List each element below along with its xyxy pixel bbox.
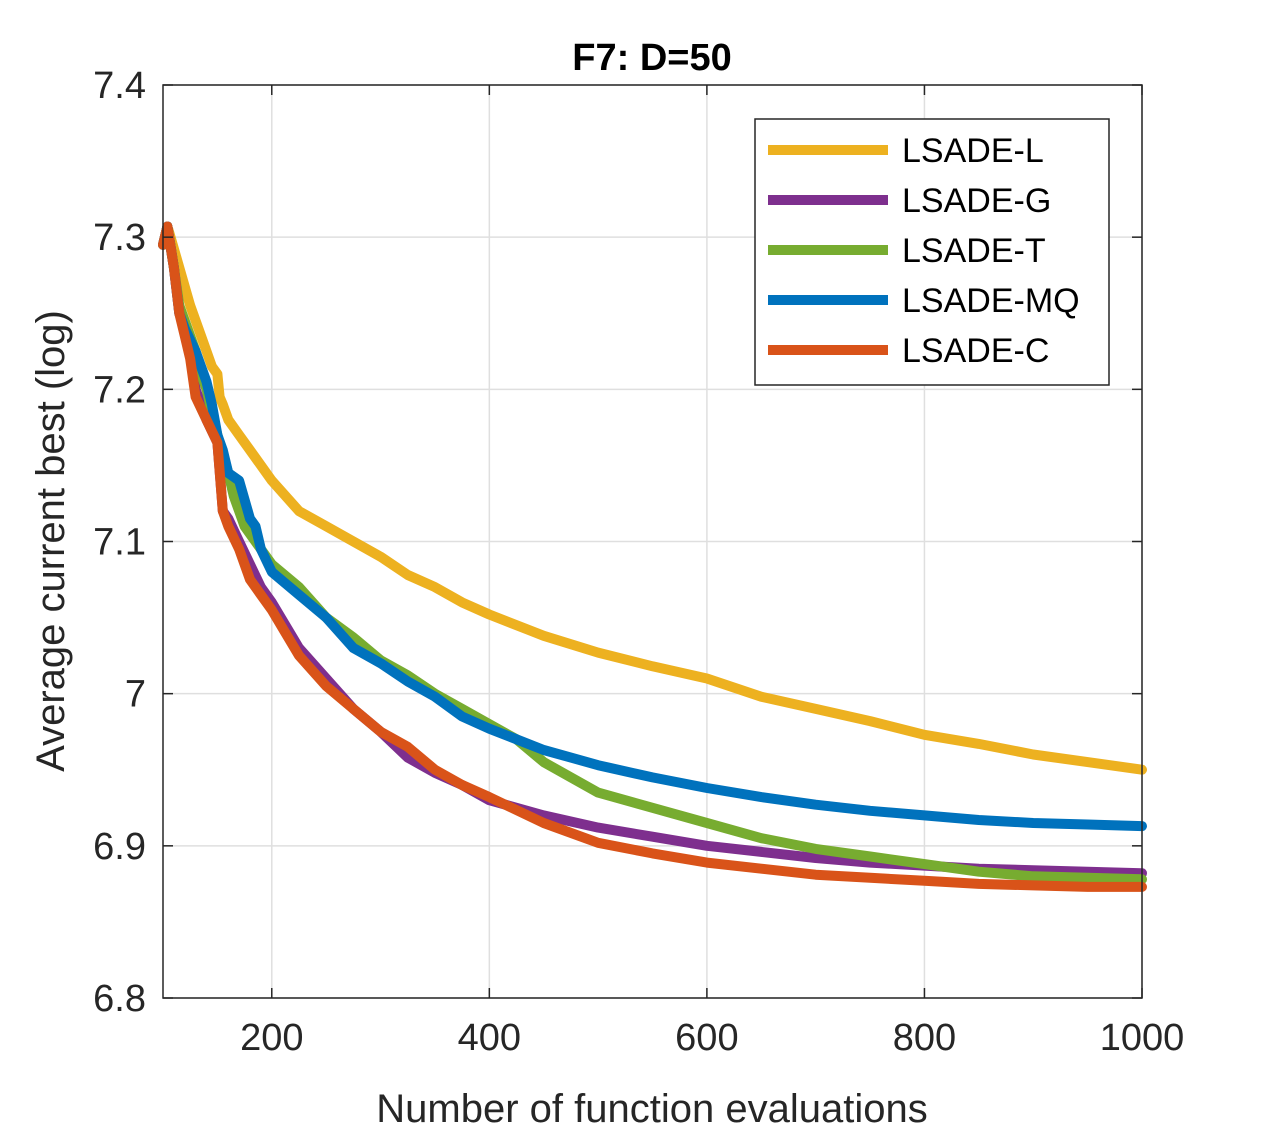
legend-label-lsade-mq: LSADE-MQ [902, 282, 1080, 320]
legend-label-lsade-t: LSADE-T [902, 232, 1046, 270]
y-tick-label: 7.1 [93, 522, 146, 564]
series-lines [158, 221, 1147, 892]
y-tick-label: 7.2 [93, 369, 146, 411]
series-line-lsade-l [158, 224, 1147, 775]
y-tick-label: 7 [125, 674, 146, 716]
tick-labels: 200 400 600 800 1000 6.8 6.9 7 7.1 7.2 7.3 7.4 [93, 65, 1184, 1059]
y-tick-label: 6.9 [93, 826, 146, 868]
y-tick-label: 6.8 [93, 978, 146, 1020]
x-tick-label: 800 [893, 1017, 956, 1059]
x-tick-label: 400 [458, 1017, 521, 1059]
legend-label-lsade-c: LSADE-C [902, 332, 1049, 370]
series-line-lsade-mq [158, 221, 1147, 832]
series-line-lsade-c [158, 221, 1147, 892]
legend-label-lsade-l: LSADE-L [902, 132, 1044, 170]
x-tick-label: 1000 [1100, 1017, 1185, 1059]
y-axis-label: Average current best (log) [29, 310, 73, 772]
x-tick-label: 200 [240, 1017, 303, 1059]
legend: LSADE-L LSADE-G LSADE-T LSADE-MQ LSADE-C [754, 118, 1110, 386]
y-tick-label: 7.4 [93, 65, 146, 107]
axes [162, 84, 1143, 999]
x-axis-label: Number of function evaluations [376, 1087, 927, 1131]
x-tick-label: 600 [675, 1017, 738, 1059]
legend-label-lsade-g: LSADE-G [902, 182, 1051, 220]
y-tick-label: 7.3 [93, 217, 146, 259]
chart-title: F7: D=50 [572, 37, 731, 79]
